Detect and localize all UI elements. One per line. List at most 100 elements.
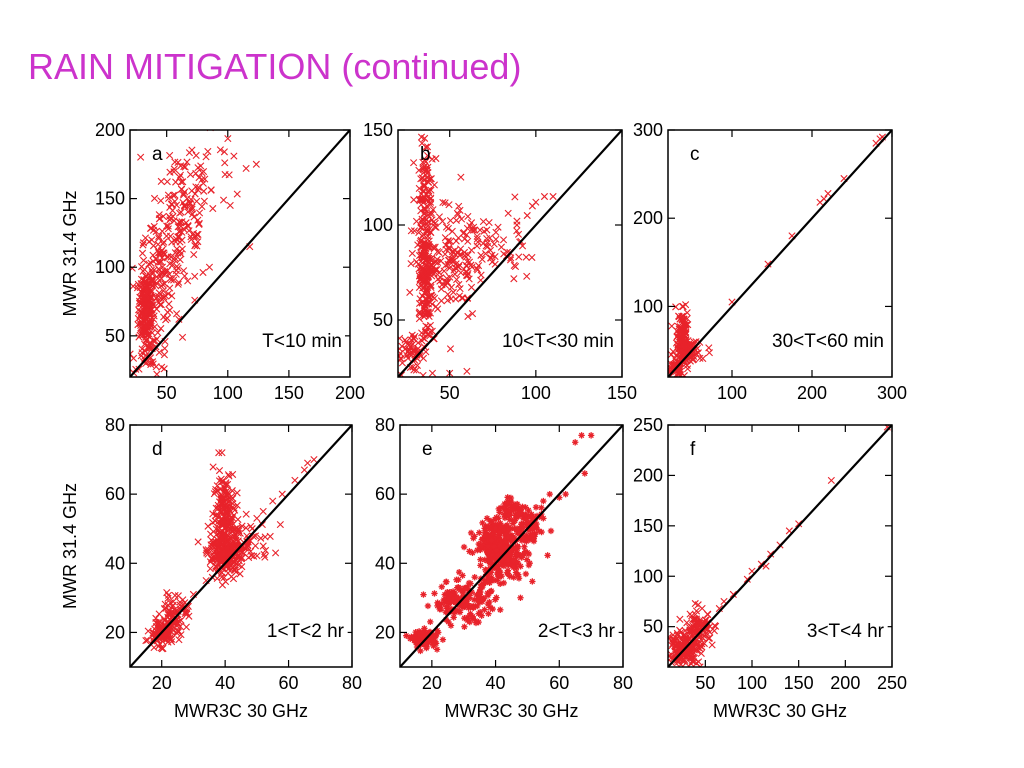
data-point (160, 238, 168, 246)
data-point (486, 598, 493, 606)
data-point (518, 520, 525, 528)
data-point (445, 243, 453, 252)
data-point (521, 548, 529, 555)
data-point (236, 570, 244, 578)
data-point (160, 351, 169, 359)
data-point (528, 513, 535, 521)
x-tick-label: 100 (521, 383, 551, 403)
x-tick-label: 50 (157, 383, 177, 403)
data-point (142, 282, 150, 290)
data-point (242, 510, 250, 518)
data-point (130, 282, 137, 290)
data-point (444, 224, 452, 233)
scatter-panel-b: 50 100 150 50 100 150 b 10<T<30 min (363, 120, 637, 403)
data-point (215, 467, 224, 475)
data-point (184, 222, 192, 231)
data-point (427, 618, 434, 626)
data-point (510, 574, 517, 581)
data-point (693, 624, 701, 632)
data-point (193, 242, 201, 250)
data-point (509, 545, 516, 552)
data-point (154, 620, 163, 628)
data-point (691, 610, 699, 619)
data-point (764, 260, 772, 268)
data-point (145, 260, 153, 268)
data-point (417, 236, 425, 244)
data-point (407, 351, 416, 359)
data-point (469, 549, 476, 557)
data-point (463, 272, 472, 280)
data-point (259, 507, 267, 516)
data-point (492, 228, 500, 236)
panel-letter: c (690, 144, 700, 165)
data-point (502, 526, 509, 534)
data-point (194, 183, 203, 191)
data-point (504, 209, 512, 217)
data-point (461, 614, 468, 622)
data-point (458, 294, 466, 302)
data-point (496, 529, 503, 536)
data-point (468, 588, 475, 596)
data-point (427, 281, 435, 290)
data-point (481, 543, 488, 551)
x-tick-label: 200 (830, 673, 860, 693)
data-point (501, 505, 508, 513)
data-point (425, 630, 432, 637)
data-point (441, 234, 449, 242)
data-point (155, 348, 163, 357)
data-point (161, 631, 170, 639)
data-point (489, 605, 496, 613)
data-point (180, 162, 188, 171)
data-point (478, 542, 485, 550)
data-point (488, 537, 495, 544)
data-point (424, 300, 432, 308)
data-point (164, 613, 172, 621)
data-point (524, 549, 531, 556)
panel-letter: a (152, 144, 163, 165)
data-point (253, 514, 261, 522)
y-tick-label: 60 (375, 484, 395, 504)
data-point (165, 300, 173, 308)
data-point (155, 298, 163, 307)
data-point (503, 521, 511, 529)
data-layer (400, 425, 623, 667)
data-point (161, 344, 169, 353)
data-point (459, 604, 466, 611)
data-point (181, 203, 189, 211)
data-point (212, 485, 220, 494)
data-point (137, 279, 145, 288)
data-point (234, 515, 242, 524)
data-point (509, 520, 517, 527)
data-point (225, 171, 233, 179)
data-point (398, 355, 405, 363)
data-point (242, 164, 250, 173)
data-point (523, 556, 531, 563)
data-point (144, 627, 152, 635)
data-point (456, 586, 464, 594)
data-point (671, 355, 679, 363)
scatter-panel-d: 20 40 60 80 20 40 60 80 d 1<T<2 hr MWR 31.4 GHz MWR… (60, 415, 362, 721)
data-point (188, 187, 196, 195)
data-point (164, 610, 172, 619)
data-point (504, 497, 511, 505)
data-point (505, 559, 512, 567)
data-point (184, 208, 192, 216)
data-point (494, 550, 501, 558)
data-point (424, 232, 432, 240)
x-tick-label: 20 (152, 673, 172, 693)
data-point (424, 636, 431, 644)
data-point (435, 629, 442, 636)
data-point (514, 230, 523, 238)
data-point (504, 494, 511, 501)
data-point (410, 335, 418, 343)
data-point (465, 604, 472, 612)
plot-frame (129, 424, 353, 668)
data-point (482, 522, 489, 530)
data-point (142, 291, 151, 299)
data-point (529, 578, 536, 585)
data-point (469, 613, 476, 620)
data-point (450, 607, 457, 615)
data-point (170, 606, 178, 614)
data-point (149, 301, 158, 309)
data-point (519, 534, 526, 541)
